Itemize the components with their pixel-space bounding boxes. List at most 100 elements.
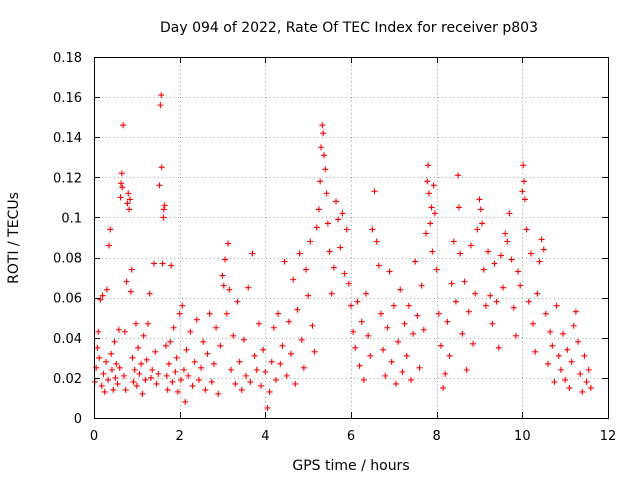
data-point [189,382,196,389]
data-point [219,272,226,279]
data-point [150,260,157,267]
data-point [135,344,142,351]
data-point [243,372,250,379]
x-tick-label: 12 [600,429,617,444]
data-point [117,194,124,201]
data-point [108,366,115,373]
data-point [102,358,109,365]
data-point [422,230,429,237]
data-point [139,390,146,397]
data-point [482,302,489,309]
data-point [234,298,241,305]
data-point [467,242,474,249]
data-point [213,324,220,331]
data-point [128,266,135,273]
data-point [377,310,384,317]
data-point [225,240,232,247]
data-point [95,328,102,335]
data-point [105,242,112,249]
x-tick-label: 6 [347,429,355,444]
data-point [330,264,337,271]
data-point [418,282,425,289]
data-point [502,230,509,237]
data-point [440,384,447,391]
data-point [236,358,243,365]
data-point [147,374,154,381]
data-point [114,380,121,387]
data-point [457,250,464,257]
data-point [251,352,258,359]
data-point [130,378,137,385]
data-point [375,262,382,269]
data-point [321,152,328,159]
data-point [553,302,560,309]
data-point [279,342,286,349]
data-point [249,250,256,257]
data-point [169,378,176,385]
data-point [230,332,237,339]
data-point [424,178,431,185]
data-point [142,376,149,383]
data-point [153,380,160,387]
data-point [403,352,410,359]
data-point [354,298,361,305]
data-point [410,330,417,337]
data-point [480,266,487,273]
data-point [532,348,539,355]
data-point [547,328,554,335]
data-point [258,382,265,389]
data-point [292,380,299,387]
data-point [222,256,229,263]
data-point [309,322,316,329]
data-point [158,92,165,99]
data-point [124,200,131,207]
data-point [202,386,209,393]
data-point [290,276,297,283]
data-point [238,386,245,393]
data-point [103,286,110,293]
data-point [133,382,140,389]
data-point [493,298,500,305]
data-point [101,388,108,395]
data-point [521,178,528,185]
data-point [399,368,406,375]
data-point [247,378,254,385]
data-point [266,388,273,395]
data-point [240,336,247,343]
data-point [226,286,233,293]
data-point [152,348,159,355]
data-point [119,184,126,191]
data-point [180,366,187,373]
data-point [470,340,477,347]
data-point [160,206,167,213]
data-point [497,252,504,259]
data-point [519,188,526,195]
data-point [320,130,327,137]
data-point [343,226,350,233]
data-point [435,310,442,317]
data-point [315,206,322,213]
data-point [204,350,211,357]
data-point [356,362,363,369]
data-point [208,378,215,385]
data-point [149,366,156,373]
data-point [159,260,166,267]
data-point [260,346,267,353]
y-tick-label: 0.16 [53,91,82,106]
data-point [144,320,151,327]
data-point [477,206,484,213]
data-point [388,358,395,365]
data-point [572,308,579,315]
data-point [179,302,186,309]
data-point [416,364,423,371]
data-point [107,226,114,233]
data-point [193,316,200,323]
data-point [326,248,333,255]
data-point [123,278,130,285]
data-point [174,388,181,395]
data-point [223,310,230,317]
data-point [579,388,586,395]
data-point [136,370,143,377]
y-axis-label: ROTI / TECUs [6,192,22,284]
data-point [540,246,547,253]
